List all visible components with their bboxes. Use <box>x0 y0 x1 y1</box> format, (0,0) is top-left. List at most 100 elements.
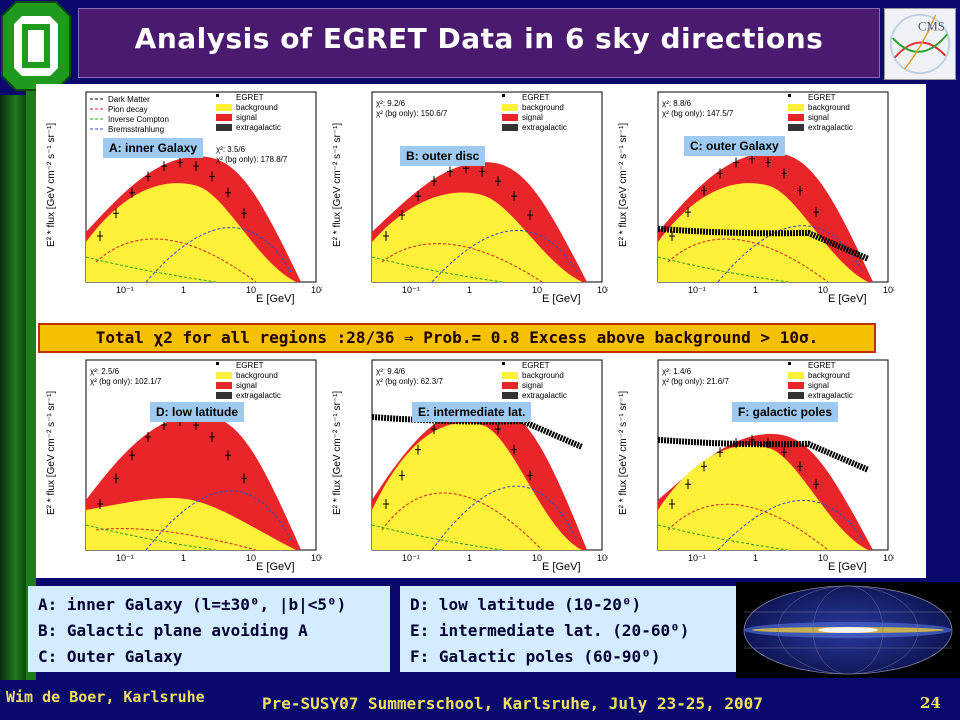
egret-data-point <box>97 231 103 241</box>
egret-data-point <box>765 157 771 168</box>
legend-swatch <box>502 124 518 131</box>
egret-data-point <box>813 479 819 490</box>
chi2-bg-value: χ² (bg only): 21.6/7 <box>662 377 729 386</box>
legend-swatch <box>788 382 804 389</box>
x-axis-label: E [GeV] <box>542 293 581 305</box>
legend-label: EGRET <box>236 361 264 370</box>
x-tick-label: 10 <box>532 285 542 295</box>
egret-data-point <box>813 207 819 218</box>
extragalactic-band <box>657 225 870 262</box>
region-label-b: B: outer disc <box>400 146 486 166</box>
legend-swatch <box>216 362 219 365</box>
egret-data-point <box>193 161 199 172</box>
y-axis-label: E² * flux [GeV cm⁻² s⁻¹ sr⁻¹] <box>618 391 629 515</box>
legend-swatch <box>502 104 518 111</box>
egret-data-point <box>415 444 421 455</box>
legend-label: signal <box>236 113 257 122</box>
legend-label: background <box>236 371 278 380</box>
x-tick-label: 10² <box>311 285 322 295</box>
egret-data-point <box>113 208 119 219</box>
egret-data-point <box>479 166 485 177</box>
x-tick-label: 1 <box>753 285 758 295</box>
x-tick-label: 1 <box>753 553 758 563</box>
egret-data-point <box>733 157 739 168</box>
chi2-value: χ²: 9.2/6 <box>376 99 406 108</box>
egret-data-point <box>145 171 151 182</box>
x-tick-label: 1 <box>181 285 186 295</box>
legend-label: extragalactic <box>522 123 567 132</box>
legend-swatch <box>216 114 232 121</box>
component-curve <box>431 485 578 551</box>
legend-swatch <box>216 382 232 389</box>
legend-swatch <box>216 124 232 131</box>
egret-data-point <box>797 185 803 196</box>
background-area <box>372 422 582 550</box>
background-area <box>372 192 582 282</box>
legend-label: extragalactic <box>236 123 281 132</box>
x-tick-label: 10² <box>597 285 608 295</box>
legend-label: extragalactic <box>808 391 853 400</box>
egret-data-point <box>527 470 533 481</box>
component-curve <box>381 243 543 283</box>
legend-label: signal <box>522 113 543 122</box>
component-curve <box>371 256 503 283</box>
green-side-strip <box>26 84 36 680</box>
egret-data-point <box>717 447 723 458</box>
egret-data-point <box>511 191 517 202</box>
spectrum-plot-a: E² * flux [GeV cm⁻² s⁻¹ sr⁻¹] E [GeV] 10⁻¹… <box>46 91 322 305</box>
x-tick-label: 10 <box>532 553 542 563</box>
component-curve <box>371 524 503 551</box>
regions-left-box: A: inner Galaxy (l=±30⁰, |b|<5⁰) B: Gala… <box>28 586 390 672</box>
x-axis-label: E [GeV] <box>256 293 295 305</box>
component-curve <box>95 528 257 551</box>
egret-data-point <box>113 473 119 484</box>
component-curve <box>717 225 864 283</box>
x-tick-label: 10⁻¹ <box>688 553 706 563</box>
background-area <box>86 183 296 282</box>
legend-label: EGRET <box>808 93 836 102</box>
egret-data-point <box>495 176 501 187</box>
x-tick-label: 10 <box>818 553 828 563</box>
component-curve <box>431 229 578 283</box>
spectrum-plot-d: E² * flux [GeV cm⁻² s⁻¹ sr⁻¹] E [GeV] 10⁻¹… <box>46 359 322 573</box>
legend-label: signal <box>808 113 829 122</box>
legend-swatch <box>502 114 518 121</box>
component-legend-label: Inverse Compton <box>108 115 169 124</box>
spectrum-plot-c: E² * flux [GeV cm⁻² s⁻¹ sr⁻¹] E [GeV] 10⁻¹… <box>618 91 894 305</box>
legend-swatch <box>502 372 518 379</box>
legend-swatch <box>216 392 232 399</box>
egret-data-point <box>447 166 453 177</box>
legend-swatch <box>216 372 232 379</box>
egret-data-point <box>431 424 437 435</box>
legend-label: signal <box>808 381 829 390</box>
component-curve <box>145 227 292 283</box>
legend-label: background <box>522 371 564 380</box>
legend-label: background <box>236 103 278 112</box>
university-logo <box>1 1 71 91</box>
x-tick-label: 10² <box>311 553 322 563</box>
y-axis-label: E² * flux [GeV cm⁻² s⁻¹ sr⁻¹] <box>332 123 343 247</box>
chi2-bg-value: χ² (bg only): 178.8/7 <box>216 155 288 164</box>
legend-swatch <box>788 362 791 365</box>
egret-data-point <box>241 473 247 484</box>
chi2-value: χ²: 8.8/6 <box>662 99 692 108</box>
legend-swatch <box>502 94 505 97</box>
legend-swatch <box>502 382 518 389</box>
background-area <box>658 445 868 550</box>
egret-data-point <box>129 187 135 198</box>
chi2-bg-value: χ² (bg only): 62.3/7 <box>376 377 443 386</box>
component-curve <box>85 256 217 283</box>
egret-data-point <box>145 431 151 442</box>
spectrum-plot-e: E² * flux [GeV cm⁻² s⁻¹ sr⁻¹] E [GeV] 10⁻¹… <box>332 359 608 573</box>
egret-data-point <box>685 207 691 218</box>
egret-data-point <box>495 424 501 435</box>
region-label-f: F: galactic poles <box>732 402 839 422</box>
egret-data-point <box>511 444 517 455</box>
y-axis-label: E² * flux [GeV cm⁻² s⁻¹ sr⁻¹] <box>46 123 57 247</box>
component-curve <box>667 238 829 283</box>
footer-author: Wim de Boer, Karlsruhe <box>6 688 205 706</box>
region-item-d: D: low latitude (10-20⁰) <box>410 595 642 614</box>
egret-data-point <box>383 231 389 241</box>
legend-label: extragalactic <box>236 391 281 400</box>
egret-data-point <box>701 461 707 472</box>
